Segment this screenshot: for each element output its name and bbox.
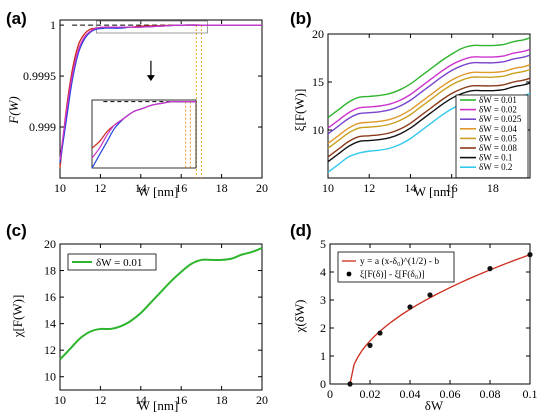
ytick-label-a: 0.9995 [23, 69, 56, 83]
xtick-label-a: 10 [54, 181, 66, 195]
data-point-d [377, 330, 383, 336]
ytick-label-c: 10 [44, 370, 56, 384]
panel-label-a: (a) [6, 9, 27, 28]
plot-frame-b [327, 33, 531, 179]
series-line-c-green [59, 247, 263, 361]
inset-frame-a [91, 99, 197, 169]
series-line-b-magenta [327, 48, 531, 129]
legend-box-c [67, 253, 157, 271]
ylabel-d: χ(δW) [292, 300, 307, 334]
inset-series-line-a-magenta [91, 100, 196, 159]
ytick-label-b: 15 [312, 75, 324, 89]
data-point-d [407, 304, 413, 310]
legend-label-d-fit: y = a (x-δ₀)^(1/2) - b [360, 256, 439, 267]
xtick-label-b: 16 [446, 181, 458, 195]
zoom-arrow-head-a [146, 75, 155, 82]
legend-label-b: δW = 0.2 [479, 162, 512, 172]
zoom-box-a [95, 20, 208, 34]
ytick-label-c: 20 [44, 237, 56, 251]
xtick-label-b: 18 [487, 181, 499, 195]
xtick-label-d: 0.04 [400, 387, 421, 401]
xtick-label-c: 20 [256, 393, 268, 407]
series-line-b-brown [327, 77, 531, 158]
legend-label-b: δW = 0.04 [479, 124, 517, 134]
xtick-label-c: 10 [54, 393, 66, 407]
ytick-label-d: 5 [320, 237, 326, 251]
xtick-label-d: 0.08 [480, 387, 501, 401]
ytick-label-d: 4 [320, 265, 326, 279]
series-line-b-green [327, 37, 531, 119]
xtick-label-d: 0.06 [440, 387, 461, 401]
ytick-label-d: 2 [320, 321, 326, 335]
xtick-label-a: 14 [135, 181, 147, 195]
ylabel-a: F(W) [6, 96, 21, 124]
data-point-d [367, 342, 373, 348]
panel-label-d: (d) [290, 221, 312, 240]
legend-label-d-points: ξ[F(δ)] - ξ[F(δ₀)] [360, 269, 425, 280]
ytick-label-d: 3 [320, 293, 326, 307]
ytick-label-b: 20 [312, 27, 324, 41]
legend-label-b: δW = 0.1 [479, 153, 512, 163]
series-line-b-orange [327, 64, 531, 145]
legend-box-d [337, 251, 455, 283]
legend-label-b: δW = 0.08 [479, 143, 517, 153]
xtick-label-b: 14 [404, 181, 416, 195]
series-line-b-black [327, 82, 531, 163]
data-point-d [487, 266, 493, 272]
ytick-label-b: 10 [312, 123, 324, 137]
xtick-label-c: 16 [175, 393, 187, 407]
xtick-label-c: 14 [135, 393, 147, 407]
legend-swatch-d-points [346, 271, 352, 277]
xtick-label-d: 0.1 [523, 387, 538, 401]
ytick-label-a: 1 [50, 18, 56, 32]
panel-label-b: (b) [290, 9, 312, 28]
series-line-a-magenta [59, 24, 262, 160]
plot-frame-d [329, 243, 531, 385]
data-point-d [527, 252, 533, 258]
xtick-label-b: 12 [363, 181, 375, 195]
xtick-label-a: 18 [216, 181, 228, 195]
xtick-label-d: 0.02 [360, 387, 381, 401]
ytick-label-c: 16 [44, 290, 56, 304]
xtick-label-c: 12 [94, 393, 106, 407]
ytick-label-d: 0 [320, 377, 326, 391]
series-line-b-purple [327, 54, 531, 135]
xtick-label-a: 16 [175, 181, 187, 195]
series-line-b-gold [327, 68, 531, 149]
ylabel-b: ξ[F(W)] [292, 89, 307, 132]
data-point-d [427, 292, 433, 298]
ytick-label-c: 12 [44, 343, 56, 357]
plot-frame-c [59, 243, 263, 391]
xtick-label-c: 18 [216, 393, 228, 407]
xlabel-a: W [nm] [138, 184, 179, 199]
legend-label-b: δW = 0.01 [479, 95, 517, 105]
xlabel-c: W [nm] [138, 398, 179, 413]
xtick-label-a: 12 [94, 181, 106, 195]
plot-frame-a [59, 19, 263, 179]
xtick-label-d: 0 [327, 387, 333, 401]
legend-label-b: δW = 0.02 [479, 105, 517, 115]
xlabel-b: W [nm] [414, 184, 455, 199]
xtick-label-b: 10 [322, 181, 334, 195]
ytick-label-d: 1 [320, 349, 326, 363]
data-point-d [347, 381, 353, 387]
ytick-label-a: 0.999 [29, 120, 56, 134]
ytick-label-c: 18 [44, 264, 56, 278]
ytick-label-c: 14 [44, 317, 56, 331]
legend-label-b: δW = 0.025 [479, 114, 522, 124]
legend-label-c: δW = 0.01 [96, 257, 142, 269]
xlabel-d: δW [425, 398, 444, 413]
xtick-label-a: 20 [256, 181, 268, 195]
panel-label-c: (c) [6, 221, 27, 240]
ylabel-c: χ[F(W)] [10, 295, 25, 339]
legend-label-b: δW = 0.05 [479, 133, 517, 143]
